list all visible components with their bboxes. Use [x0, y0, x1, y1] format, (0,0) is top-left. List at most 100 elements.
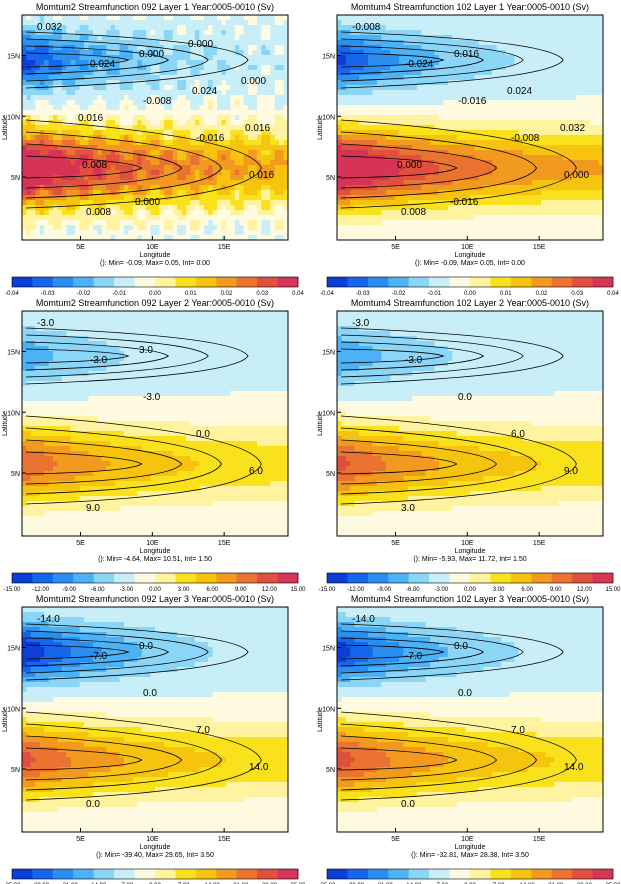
field-cell [88, 45, 94, 51]
field-cell [35, 115, 41, 121]
field-cell [225, 190, 231, 196]
field-cell [150, 25, 156, 31]
field-cell [283, 195, 289, 201]
field-cell [53, 190, 58, 196]
field-cell [225, 220, 231, 226]
field-cell [492, 105, 497, 111]
field-cell [487, 150, 493, 156]
field-cell [57, 145, 63, 151]
field-cell [567, 160, 573, 166]
field-cell [416, 20, 422, 26]
field-cell [425, 110, 431, 116]
field-cell [79, 95, 85, 101]
field-cell [22, 210, 27, 216]
field-cell [39, 140, 45, 146]
field-cell [53, 50, 58, 56]
field-cell [452, 125, 458, 131]
field-cell [123, 85, 129, 91]
field-cell [230, 140, 236, 146]
field-cell [478, 175, 484, 181]
field-cell [438, 115, 444, 121]
field-cell [425, 25, 431, 31]
field-cell [57, 55, 63, 61]
field-cell [35, 225, 41, 231]
field-cell [128, 140, 134, 146]
field-cell [554, 40, 560, 46]
field-cell [123, 60, 129, 66]
field-cell [545, 190, 551, 196]
field-cell [88, 55, 94, 61]
field-cell [470, 165, 475, 171]
field-cell [563, 145, 568, 151]
field-cell [279, 50, 284, 56]
field-cell [256, 235, 262, 241]
field-cell [407, 25, 413, 31]
field-cell [190, 75, 196, 81]
field-cell [163, 220, 169, 226]
field-cell [381, 185, 387, 191]
field-cell [203, 20, 209, 26]
field-cell [230, 145, 236, 151]
field-cell [576, 175, 582, 181]
field-cell [123, 75, 129, 81]
field-cell [447, 70, 453, 76]
field-cell [372, 180, 378, 186]
field-cell [128, 210, 134, 216]
field-cell [594, 160, 599, 166]
field-cell [399, 30, 404, 36]
field-cell [199, 225, 205, 231]
field-cell [434, 65, 440, 71]
field-cell [443, 175, 449, 181]
field-cell [163, 200, 169, 206]
field-cell [177, 40, 182, 46]
field-cell [403, 185, 409, 191]
field-cell [354, 95, 360, 101]
field-cell [549, 170, 555, 176]
field-cell [243, 165, 249, 171]
field-cell [274, 50, 280, 56]
field-cell [248, 165, 253, 171]
field-cell [97, 45, 103, 51]
field-cell [30, 235, 36, 241]
field-cell [443, 180, 449, 186]
field-cell [79, 80, 85, 86]
field-cell [101, 140, 107, 146]
field-cell [461, 90, 466, 96]
field-cell [186, 25, 191, 31]
field-cell [585, 115, 591, 121]
field-cell [589, 95, 595, 101]
field-cell [88, 225, 94, 231]
field-cell [381, 75, 387, 81]
field-cell [394, 170, 400, 176]
field-cell [390, 105, 396, 111]
field-cell [225, 145, 231, 151]
field-cell [527, 140, 533, 146]
field-cell [536, 135, 542, 141]
field-cell [163, 195, 169, 201]
field-cell [430, 155, 435, 161]
field-cell [381, 60, 387, 66]
field-cell [274, 80, 280, 86]
field-cell [536, 115, 542, 121]
field-cell [580, 180, 586, 186]
field-cell [39, 130, 45, 136]
field-cell [234, 65, 240, 71]
field-cell [248, 30, 253, 36]
field-cell [345, 35, 351, 41]
field-cell [163, 15, 169, 21]
field-cell [66, 30, 72, 36]
field-cell [92, 215, 98, 221]
field-cell [92, 40, 98, 46]
field-cell [168, 40, 174, 46]
field-cell [252, 150, 258, 156]
field-cell [345, 45, 351, 51]
field-cell [155, 65, 160, 71]
field-cell [26, 90, 32, 96]
field-cell [341, 35, 347, 41]
field-cell [470, 170, 475, 176]
field-cell [350, 40, 356, 46]
field-cell [150, 105, 156, 111]
field-cell [341, 90, 347, 96]
field-cell [212, 100, 218, 106]
field-cell [97, 190, 103, 196]
